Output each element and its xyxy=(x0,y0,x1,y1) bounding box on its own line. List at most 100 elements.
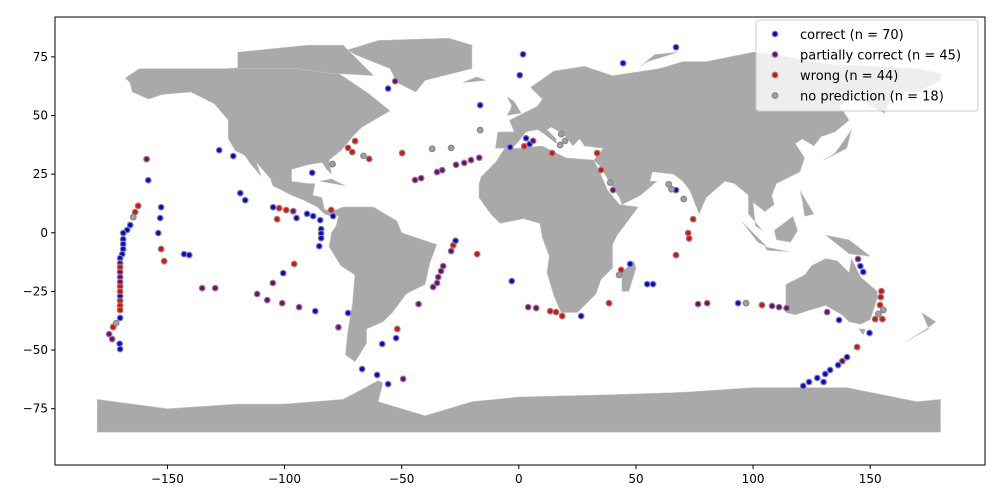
data-point-correct xyxy=(315,242,323,250)
data-point-wrong xyxy=(398,149,406,157)
data-point-wrong xyxy=(116,263,124,271)
land-shape xyxy=(764,246,789,252)
y-tick: −25 xyxy=(23,284,55,298)
data-point-correct xyxy=(154,229,162,237)
data-point-no-prediction xyxy=(668,185,675,193)
x-tick: 50 xyxy=(628,465,644,486)
data-point-wrong xyxy=(273,215,281,223)
data-point-wrong xyxy=(365,155,373,163)
data-point-correct xyxy=(384,380,392,388)
land-shape xyxy=(124,63,391,217)
data-point-wrong xyxy=(351,137,359,145)
legend-label: partially correct (n = 45) xyxy=(800,49,961,64)
data-point-wrong xyxy=(160,257,168,265)
y-tick-label: 75 xyxy=(33,50,48,64)
data-point-partially-correct xyxy=(415,300,422,308)
legend-marker xyxy=(771,51,779,58)
data-point-wrong xyxy=(758,301,766,309)
data-point-correct xyxy=(821,370,829,378)
land-shape xyxy=(785,257,878,325)
land-shape xyxy=(823,129,852,161)
data-point-partially-correct xyxy=(838,357,846,365)
data-point-correct xyxy=(734,299,742,307)
legend-label: wrong (n = 44) xyxy=(800,69,898,84)
y-tick: 0 xyxy=(40,226,55,240)
data-point-wrong xyxy=(116,288,124,295)
legend-marker xyxy=(771,92,779,99)
data-point-correct xyxy=(116,345,124,353)
x-tick-label: 50 xyxy=(628,472,643,486)
data-point-no-prediction xyxy=(476,126,484,134)
data-point-wrong xyxy=(393,325,401,333)
x-tick-label: −150 xyxy=(151,472,184,486)
data-point-correct xyxy=(293,214,300,222)
data-point-no-prediction xyxy=(561,137,569,145)
data-point-wrong xyxy=(275,204,283,212)
data-point-partially-correct xyxy=(278,299,286,307)
data-point-correct xyxy=(309,212,317,220)
data-point-correct xyxy=(384,85,392,92)
data-point-correct xyxy=(157,203,165,211)
data-point-correct xyxy=(378,340,386,348)
data-point-correct xyxy=(866,329,873,337)
x-tick: −150 xyxy=(151,465,184,486)
data-point-wrong xyxy=(157,245,165,253)
data-point-correct xyxy=(269,203,277,211)
data-point-partially-correct xyxy=(452,161,460,169)
data-point-partially-correct xyxy=(768,302,776,310)
data-point-correct xyxy=(185,251,193,259)
data-point-wrong xyxy=(290,260,298,268)
data-point-partially-correct xyxy=(475,154,483,162)
x-tick: 100 xyxy=(742,465,765,486)
data-point-correct xyxy=(329,212,337,220)
data-point-correct xyxy=(506,143,514,151)
data-point-partially-correct xyxy=(198,284,206,292)
data-point-correct xyxy=(236,189,244,197)
land-shape xyxy=(478,145,639,313)
land-shape xyxy=(328,206,438,363)
data-point-partially-correct xyxy=(854,255,862,263)
y-tick-label: −25 xyxy=(23,284,48,298)
y-tick-label: 25 xyxy=(33,167,48,181)
data-point-partially-correct xyxy=(703,299,711,307)
land-shape xyxy=(347,37,473,93)
y-tick-label: −50 xyxy=(23,343,48,357)
data-point-no-prediction xyxy=(556,141,564,149)
land-shape xyxy=(741,220,768,248)
data-point-wrong xyxy=(672,251,680,259)
y-tick-label: 50 xyxy=(33,109,48,123)
data-point-correct xyxy=(229,152,237,160)
data-point-correct xyxy=(834,361,842,369)
plot-frame xyxy=(54,16,986,466)
data-point-partially-correct xyxy=(609,186,617,194)
land-shape xyxy=(857,328,866,336)
data-point-correct xyxy=(508,277,516,285)
data-point-correct xyxy=(119,229,127,237)
data-point-partially-correct xyxy=(417,174,425,182)
y-tick: 50 xyxy=(33,109,55,123)
data-point-correct xyxy=(476,101,484,109)
data-point-partially-correct xyxy=(269,279,277,287)
x-tick-label: −50 xyxy=(389,472,414,486)
data-point-correct xyxy=(516,71,524,79)
y-tick: 25 xyxy=(33,167,55,181)
data-point-correct xyxy=(672,43,680,51)
data-point-correct xyxy=(126,221,134,229)
data-point-correct xyxy=(835,316,843,324)
data-point-correct xyxy=(311,307,319,315)
data-point-correct xyxy=(358,365,366,373)
data-point-correct xyxy=(392,334,400,342)
data-point-correct xyxy=(820,378,827,386)
data-point-correct xyxy=(843,353,851,361)
data-point-no-prediction xyxy=(615,271,623,279)
data-point-wrong xyxy=(878,287,885,295)
data-point-wrong xyxy=(593,149,601,157)
data-point-partially-correct xyxy=(433,279,441,287)
data-point-partially-correct xyxy=(524,303,532,311)
data-point-wrong xyxy=(344,144,352,152)
data-point-correct xyxy=(344,309,352,317)
data-point-no-prediction xyxy=(360,152,367,160)
land-shape xyxy=(773,215,798,243)
data-point-partially-correct xyxy=(108,335,116,343)
